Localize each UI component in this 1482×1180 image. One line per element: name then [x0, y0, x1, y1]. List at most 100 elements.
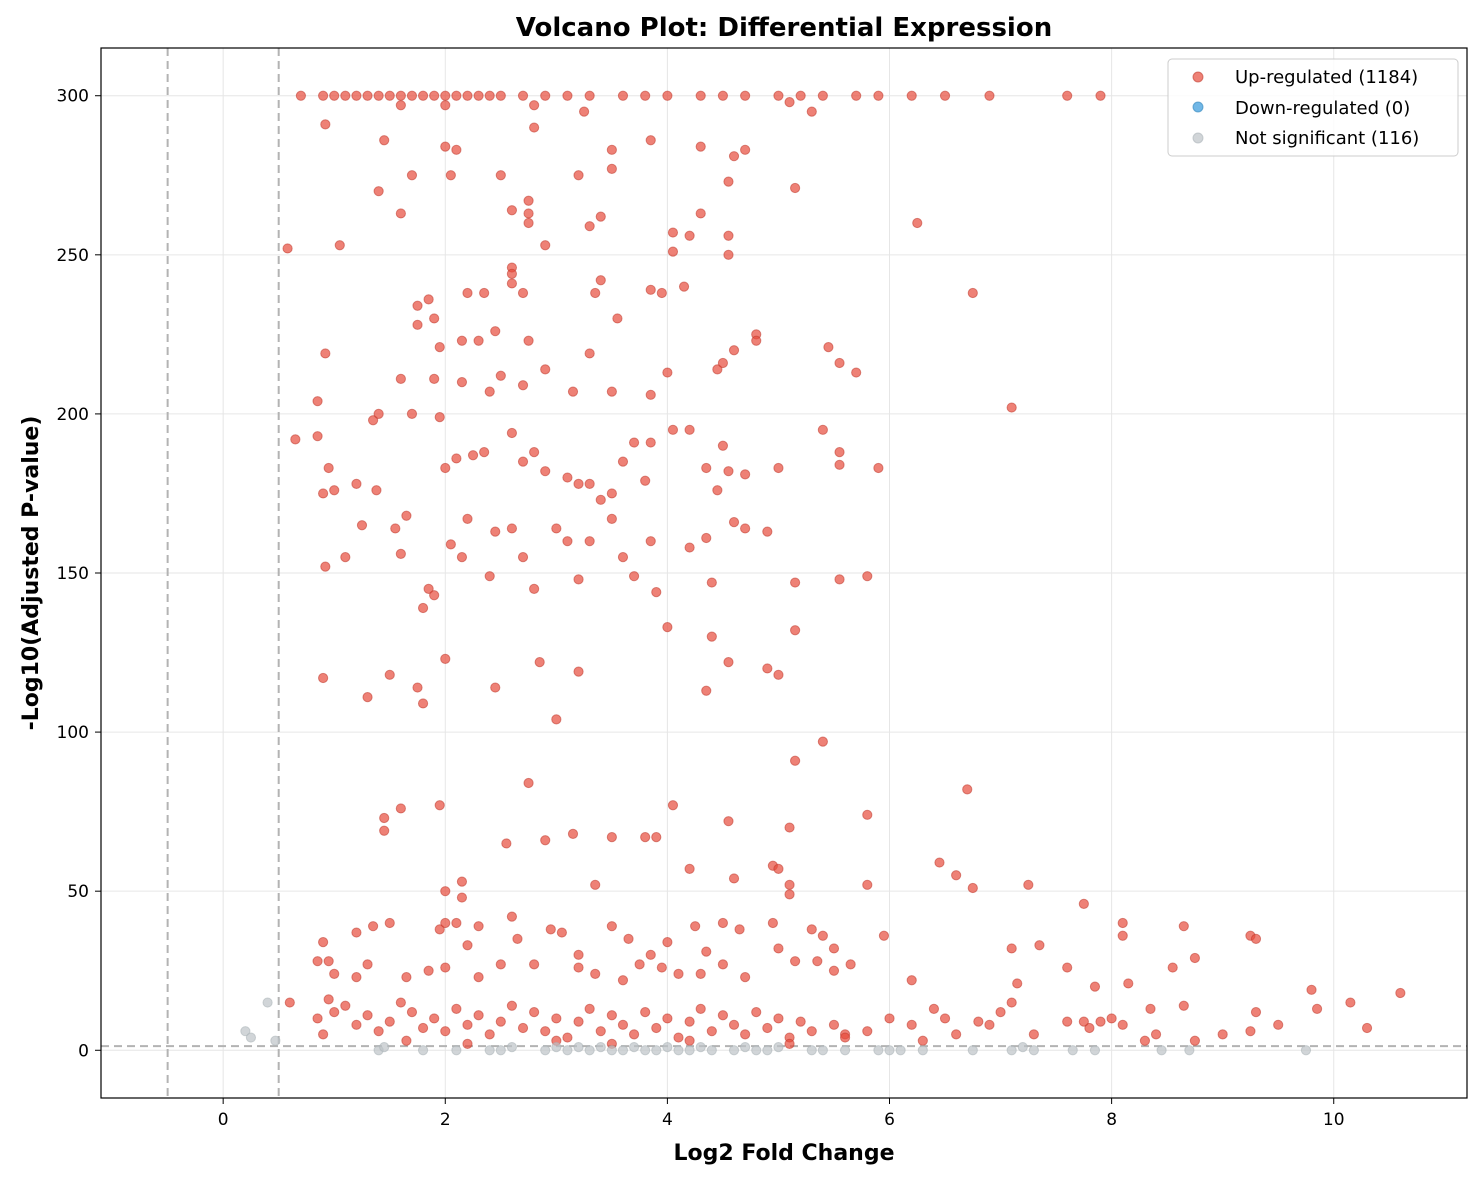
- data-point: [839, 1032, 851, 1043]
- data-point: [640, 831, 651, 843]
- data-point: [262, 997, 273, 1008]
- data-point: [1078, 898, 1089, 910]
- data-point: [1067, 1045, 1078, 1056]
- data-point: [667, 246, 679, 257]
- data-point: [1034, 940, 1045, 951]
- data-point: [567, 386, 579, 397]
- data-point: [462, 287, 473, 299]
- y-tick-label: 200: [57, 405, 89, 425]
- data-point: [456, 876, 468, 887]
- data-point: [329, 90, 340, 101]
- data-point: [712, 485, 723, 496]
- data-point: [540, 1045, 551, 1056]
- data-point: [523, 777, 534, 789]
- data-point: [740, 1041, 751, 1053]
- data-point: [406, 90, 418, 101]
- x-tick-label: 10: [1323, 1110, 1345, 1130]
- data-point: [573, 170, 584, 181]
- y-tick-label: 100: [57, 723, 89, 743]
- data-point: [462, 513, 473, 525]
- data-point: [351, 1019, 362, 1030]
- data-point: [367, 921, 379, 932]
- x-tick-label: 4: [662, 1110, 673, 1130]
- data-point: [1023, 879, 1034, 890]
- data-point: [495, 1016, 506, 1027]
- data-point: [440, 90, 451, 101]
- data-point: [395, 803, 406, 814]
- data-point: [606, 831, 617, 843]
- data-point: [351, 478, 362, 490]
- data-point: [429, 373, 440, 385]
- data-point: [795, 1016, 806, 1027]
- data-point: [728, 873, 740, 884]
- legend-marker-down: [1192, 101, 1204, 113]
- data-point: [362, 691, 373, 703]
- data-point: [540, 1026, 551, 1037]
- data-point: [484, 1029, 495, 1040]
- data-point: [695, 141, 706, 152]
- data-point: [1117, 930, 1128, 941]
- data-point: [606, 386, 617, 397]
- data-point: [562, 90, 573, 101]
- data-point: [451, 917, 462, 929]
- data-point: [967, 287, 978, 299]
- data-point: [351, 90, 362, 101]
- data-point: [695, 1003, 706, 1015]
- data-point: [434, 924, 445, 935]
- data-point: [406, 1006, 418, 1018]
- data-point: [917, 1045, 928, 1056]
- data-point: [323, 994, 334, 1005]
- data-point: [417, 602, 429, 614]
- data-point: [406, 408, 418, 420]
- data-point: [723, 466, 734, 477]
- data-point: [1006, 402, 1017, 413]
- data-point: [617, 90, 629, 101]
- data-point: [573, 478, 584, 490]
- data-point: [517, 90, 529, 101]
- data-point: [1345, 997, 1356, 1008]
- x-tick-label: 2: [440, 1110, 451, 1130]
- data-point: [401, 971, 412, 983]
- data-point: [379, 825, 390, 836]
- data-point: [623, 933, 634, 945]
- data-point: [595, 275, 606, 286]
- data-point: [484, 1045, 495, 1056]
- data-point: [573, 949, 584, 960]
- data-point: [434, 800, 445, 811]
- data-point: [645, 389, 656, 400]
- data-point: [423, 294, 434, 305]
- data-point: [590, 879, 601, 890]
- data-point: [573, 1016, 584, 1027]
- data-point: [270, 1035, 281, 1046]
- data-point: [479, 287, 490, 299]
- data-point: [523, 217, 534, 229]
- data-point: [473, 1010, 484, 1021]
- data-point: [817, 736, 828, 747]
- data-point: [751, 1045, 762, 1056]
- data-point: [673, 1032, 684, 1043]
- data-point: [862, 1026, 873, 1037]
- data-point: [762, 663, 773, 674]
- data-point: [417, 90, 429, 101]
- data-point: [456, 892, 468, 903]
- data-point: [773, 1041, 784, 1053]
- legend-label-ns: Not significant (116): [1235, 128, 1419, 149]
- data-point: [517, 456, 529, 467]
- y-axis-ticks: 0 50 100 150 200 250 300: [57, 87, 101, 1061]
- data-point: [773, 669, 784, 680]
- data-point: [529, 100, 540, 111]
- data-point: [728, 516, 740, 528]
- data-point: [395, 548, 406, 560]
- data-point: [723, 249, 734, 260]
- data-point: [606, 1045, 617, 1056]
- data-point: [1300, 1045, 1312, 1056]
- data-point: [828, 1019, 840, 1030]
- data-point: [617, 551, 629, 563]
- data-point: [1145, 1003, 1156, 1015]
- data-point: [395, 997, 406, 1008]
- data-point: [806, 1045, 817, 1056]
- data-point: [817, 424, 828, 435]
- data-point: [928, 1003, 940, 1015]
- data-point: [584, 1045, 595, 1056]
- data-point: [395, 208, 406, 219]
